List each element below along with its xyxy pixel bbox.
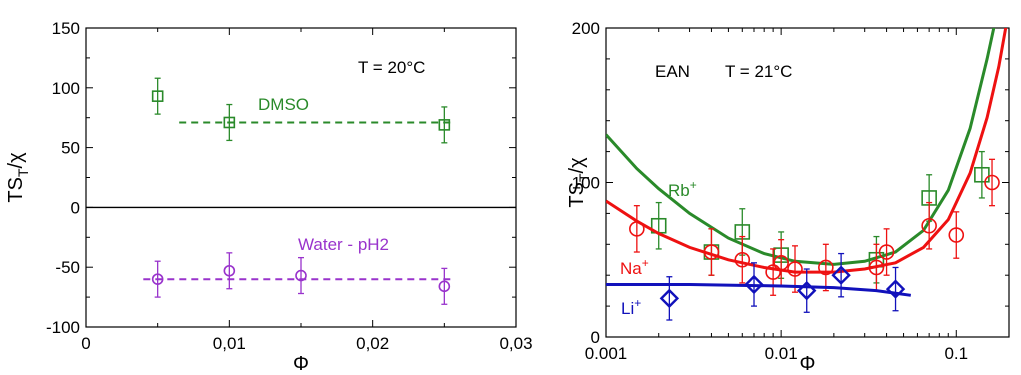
temperature-annotation: T = 21°C: [725, 62, 792, 81]
data-point: [744, 274, 764, 295]
series-label: DMSO: [258, 95, 309, 114]
data-point: [974, 166, 990, 183]
y-tick-label: 150: [52, 19, 80, 38]
data-point: [831, 265, 851, 285]
temperature-annotation: T = 20°C: [358, 58, 425, 77]
y-tick-label: 50: [61, 139, 80, 158]
data-point: [885, 279, 906, 299]
y-tick-label: 0: [71, 198, 80, 217]
fit-line: [606, 28, 996, 266]
y-axis-label-rest: /χ: [566, 157, 588, 174]
fit-line: [606, 28, 1008, 274]
data-point: [151, 90, 164, 102]
y-axis-label-subscript: T: [576, 173, 592, 182]
data-point: [151, 273, 164, 285]
y-axis-label-main: TS: [5, 177, 27, 203]
series-name: Water - pH2: [298, 235, 389, 254]
series-name: Li: [621, 299, 634, 318]
data-point: [787, 261, 803, 277]
series-label: Water - pH2: [298, 235, 389, 254]
y-tick-label: -100: [46, 318, 80, 337]
series-rb: [606, 28, 996, 284]
series-water-ph2: [143, 252, 452, 305]
series-name-superscript: +: [634, 296, 641, 310]
x-axis-label: Φ: [800, 353, 816, 375]
y-tick-label: -50: [55, 258, 80, 277]
y-tick-label: 100: [572, 174, 600, 193]
series-li: [606, 252, 912, 321]
data-point: [703, 244, 720, 260]
series-name: Na: [620, 259, 642, 278]
data-point: [629, 221, 645, 237]
x-tick-label: 0,02: [356, 334, 389, 353]
x-tick-label: 0: [81, 334, 90, 353]
data-point: [223, 264, 236, 277]
data-point: [773, 255, 789, 271]
series-dmso: [151, 77, 452, 144]
data-point: [868, 259, 885, 276]
data-point: [797, 280, 817, 301]
data-point: [734, 251, 751, 268]
series-na: [606, 28, 1008, 296]
series-label: Na+: [620, 256, 649, 278]
series-label: Li+: [621, 296, 641, 318]
data-point: [818, 259, 834, 276]
x-axis-label: Φ: [293, 353, 309, 375]
data-point: [921, 217, 937, 234]
series-label: Rb+: [668, 178, 697, 200]
y-axis-label-main: TS: [566, 182, 588, 208]
y-axis-label-rest: /χ: [5, 152, 27, 169]
solvent-annotation: EAN: [655, 62, 690, 81]
data-point: [438, 280, 451, 293]
data-point: [878, 244, 895, 260]
data-point: [984, 174, 1000, 191]
x-tick-label: 0.001: [585, 344, 628, 363]
data-point: [659, 288, 680, 309]
y-tick-label: 100: [52, 79, 80, 98]
y-tick-label: 200: [572, 19, 600, 38]
y-axis-label: TST/χ: [566, 157, 592, 208]
series-name: DMSO: [258, 95, 309, 114]
data-point: [223, 116, 236, 129]
y-axis-label: TST/χ: [5, 152, 31, 203]
series-name-superscript: +: [642, 256, 649, 270]
fit-line: [606, 283, 912, 297]
x-tick-label: 0,03: [499, 334, 532, 353]
x-tick-label: 0,01: [213, 334, 246, 353]
y-tick-label: 0: [591, 328, 600, 347]
data-point: [948, 227, 965, 243]
series-name: Rb: [668, 181, 690, 200]
data-point: [765, 264, 781, 280]
x-tick-label: 0.01: [765, 344, 798, 363]
data-point: [295, 269, 307, 282]
panel-left: 0 0,01 0,02 0,03 -100 -50 0 50 100 150 Φ TST/χ T = 2…: [5, 19, 533, 375]
data-point: [438, 119, 451, 131]
series-name-superscript: +: [690, 178, 697, 192]
y-axis-label-subscript: T: [15, 168, 31, 177]
x-tick-label: 0.1: [944, 344, 968, 363]
